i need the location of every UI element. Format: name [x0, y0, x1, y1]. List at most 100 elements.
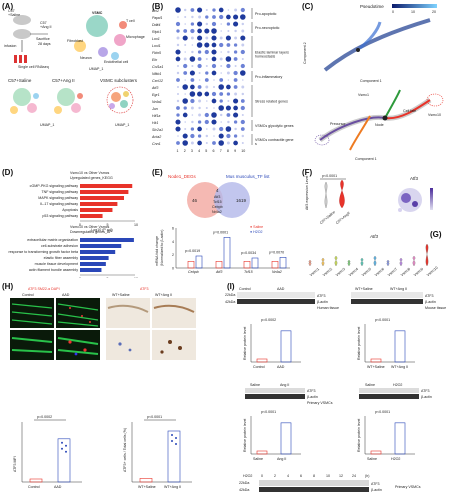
svg-text:C57+Saline: C57+Saline	[319, 210, 336, 225]
bar-saline	[187, 261, 195, 269]
blot-primary-h2o2-atf3	[359, 388, 419, 393]
axis-label: Relative protein level	[243, 326, 247, 360]
term-label: Apoptosis	[62, 208, 78, 212]
dot-mark	[219, 78, 224, 82]
dot-mark	[211, 56, 217, 62]
panel-h-bars: p=0.0002 Control AAD ATF3 MFI p<0.0001 WT+Sal…	[13, 415, 192, 489]
gene-label: Bcl2	[152, 9, 159, 13]
dot-mark	[233, 43, 238, 47]
cluster-label: Vsmc10	[426, 266, 439, 277]
dot-mark	[176, 29, 180, 33]
panel-d: (D) Vsmc10 vs Other Vsmcs Upregulated gen…	[0, 168, 150, 286]
feature-colorbar	[430, 188, 433, 210]
panel-h-figure: ATF3 SM22-α DAPI ATF3 Control AAD WT+Sal…	[10, 287, 196, 489]
dot-mark	[226, 92, 231, 96]
term-label: cell-substrate adhesion	[41, 244, 78, 248]
svg-text:46: 46	[192, 198, 198, 203]
dot-mark	[219, 92, 224, 96]
dot-mark	[176, 36, 180, 40]
dot-mark	[197, 85, 202, 89]
bar-h2o2	[223, 237, 231, 269]
dot-mark	[176, 92, 180, 96]
gene-label: Eln	[152, 58, 157, 62]
p-value: p=0.0002	[261, 318, 276, 322]
umap-all-cells: VSMC T cell Fibroblast Microphage Endoth…	[67, 11, 145, 64]
dot-mark	[190, 8, 195, 12]
blot-timecourse-actin	[259, 487, 369, 492]
dot-mark	[220, 23, 222, 25]
term-label: MAPK signaling pathway	[38, 196, 78, 200]
dot-mark	[176, 141, 180, 145]
time-label: 8	[313, 474, 315, 478]
svg-text:+Ang II: +Ang II	[40, 25, 52, 29]
enrichment-title: Downregulated genes_BP	[70, 230, 112, 234]
p-value: p=0.0070	[269, 250, 284, 254]
dot-mark	[241, 43, 245, 47]
dot-mark	[240, 70, 246, 76]
dot-mark	[212, 15, 216, 19]
dot-mark	[197, 57, 202, 61]
dot-mark	[197, 7, 203, 13]
dot-mark	[240, 119, 245, 125]
svg-text:UMAP_1: UMAP_1	[89, 67, 103, 71]
svg-text:Vsmc1: Vsmc1	[358, 93, 369, 97]
x-label: AAD	[54, 485, 62, 489]
x-label: WT+Ang II	[164, 485, 181, 489]
gene-label: Lox1	[152, 37, 160, 41]
axis-label: ATF3 MFI	[13, 456, 17, 472]
svg-text:Mus musculus_TF list: Mus musculus_TF list	[226, 174, 270, 179]
tube-icon	[19, 55, 22, 63]
dot-mark	[205, 36, 209, 40]
dot-mark	[212, 127, 216, 131]
dot-mark	[197, 91, 203, 97]
svg-text:T cell: T cell	[126, 19, 135, 23]
svg-text:Nr4a2: Nr4a2	[212, 210, 222, 214]
svg-text:H2O2: H2O2	[243, 474, 252, 478]
dot-mark	[189, 56, 196, 62]
blot-primary-h2o2-actin	[359, 394, 419, 399]
dot-mark	[240, 49, 245, 55]
dot-mark	[233, 140, 238, 146]
dot-mark	[205, 15, 209, 19]
cluster-label: 4	[198, 149, 200, 153]
blot-primary-angii-actin	[245, 394, 305, 399]
svg-text:42kDa: 42kDa	[225, 300, 235, 304]
dot-mark	[184, 127, 187, 131]
dot-mark	[219, 36, 223, 40]
panel-i: (I) Control AAD ATF3 β-actin 22kDa 42kDa…	[225, 282, 450, 500]
dot-mark	[204, 49, 209, 55]
dot-mark	[241, 22, 245, 26]
dot-plot: Bcl2 Papd1 Ddit4 Ripk1 Lox1 Loxl1 Fbln5 Eln Col1…	[151, 7, 294, 153]
axis-tick: 5	[107, 223, 109, 227]
sacrifice-label: Sacrifice	[36, 37, 50, 41]
legend-h2o2: ● H2O2	[250, 230, 263, 234]
dot-mark	[241, 134, 245, 138]
svg-text:Mouse tissue: Mouse tissue	[425, 306, 446, 310]
dot-mark	[205, 57, 208, 61]
dot-mark	[211, 35, 217, 41]
cluster-label: 6	[213, 149, 215, 153]
axis-tick: 0	[79, 277, 81, 278]
dot-mark	[211, 49, 217, 55]
bar-treatment	[394, 330, 406, 363]
trajectory-top	[323, 18, 431, 72]
time-label: (h)	[365, 474, 369, 478]
axis-label: ATF3+ cells / Total cells (%)	[123, 428, 127, 472]
cluster-label: Vsmc5	[361, 267, 372, 277]
dot-mark	[226, 14, 231, 20]
dot-mark	[177, 16, 179, 18]
dot-mark	[220, 30, 222, 32]
dot-mark	[227, 120, 230, 124]
dot-mark	[183, 106, 187, 110]
dot-mark	[241, 113, 244, 117]
svg-text:Neuron: Neuron	[80, 56, 92, 60]
term-label: extracellular matrix organization	[27, 238, 78, 242]
cluster-label: Vsmc3	[335, 267, 346, 277]
svg-text:Precursor: Precursor	[330, 122, 346, 126]
dot-mark	[204, 119, 209, 125]
dot-mark	[183, 29, 188, 33]
svg-text:Ang II: Ang II	[280, 383, 289, 387]
dot-mark	[234, 92, 238, 96]
p-value: p<0.0001	[375, 318, 390, 322]
dot-mark	[206, 100, 208, 102]
